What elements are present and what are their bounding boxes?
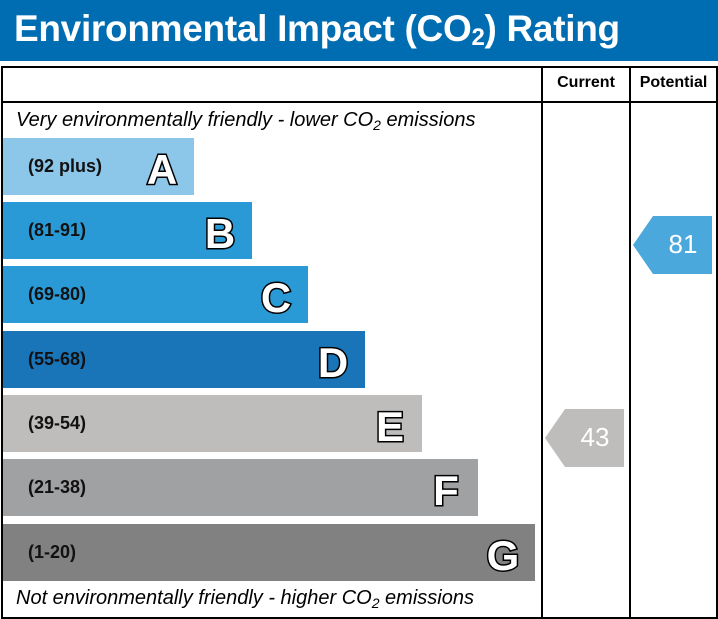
band-range: (55-68) — [28, 349, 87, 369]
page-title: Environmental Impact (CO2) Rating — [14, 8, 620, 51]
title-bar: Environmental Impact (CO2) Rating — [0, 0, 718, 61]
current-column-header: Current — [557, 74, 615, 91]
band-range: (69-80) — [28, 284, 87, 304]
band-letter: E — [374, 402, 405, 448]
svg-text:A: A — [147, 146, 177, 190]
band-letter: A — [145, 145, 178, 191]
band-e: (39-54) E — [3, 395, 422, 452]
svg-text:D: D — [318, 339, 348, 383]
current-rating-value: 43 — [580, 422, 610, 452]
band-d: (55-68) D — [3, 331, 365, 388]
band-letter: B — [203, 209, 236, 255]
potential-rating-arrow: 81 — [633, 216, 712, 274]
svg-text:G: G — [487, 532, 520, 576]
band-range: (92 plus) — [28, 156, 103, 176]
top-note: Very environmentally friendly - lower CO… — [16, 109, 476, 133]
header-divider — [1, 101, 718, 103]
band-c: (69-80) C — [3, 266, 308, 323]
band-range: (39-54) — [28, 413, 87, 433]
band-b: (81-91) B — [3, 202, 252, 259]
column-divider — [541, 66, 543, 619]
band-g: (1-20) G — [3, 524, 535, 581]
bottom-note: Not environmentally friendly - higher CO… — [16, 587, 474, 611]
band-range: (1-20) — [28, 542, 77, 562]
svg-text:F: F — [433, 467, 459, 511]
rating-table — [1, 66, 718, 619]
band-range: (81-91) — [28, 220, 87, 240]
band-letter: F — [432, 466, 461, 512]
band-a: (92 plus) A — [3, 138, 194, 195]
band-letter: D — [316, 338, 349, 384]
band-letter: C — [259, 273, 292, 319]
potential-column-header: Potential — [639, 74, 708, 91]
potential-rating-value: 81 — [668, 229, 698, 259]
band-range: (21-38) — [28, 477, 87, 497]
column-divider — [629, 66, 631, 619]
svg-text:C: C — [261, 274, 291, 318]
svg-text:E: E — [376, 403, 404, 447]
band-letter: G — [485, 531, 521, 577]
band-f: (21-38) F — [3, 459, 478, 516]
svg-text:B: B — [205, 210, 235, 254]
